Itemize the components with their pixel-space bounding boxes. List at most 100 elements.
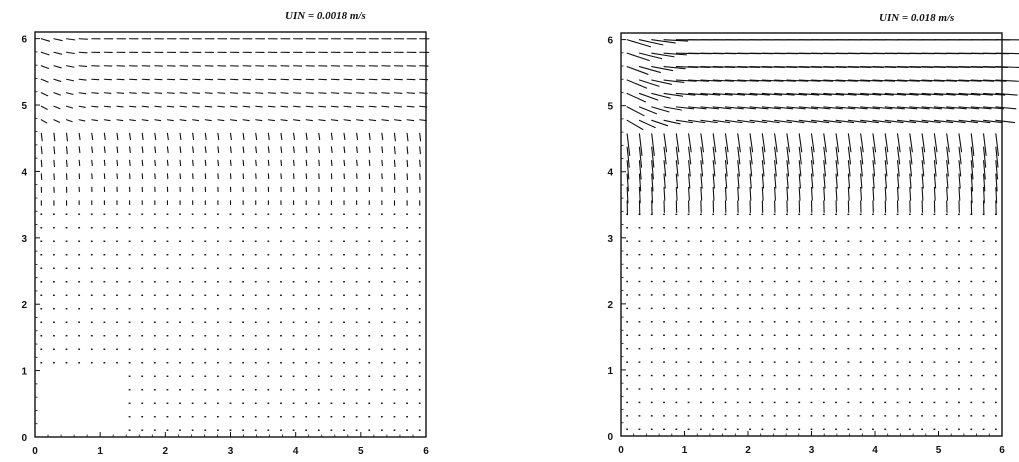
vector-dot — [191, 362, 194, 364]
vector-arrow — [638, 92, 659, 101]
vector-dot — [191, 348, 194, 350]
vector-dot — [242, 321, 245, 323]
vector-arrow — [638, 186, 641, 204]
vector-arrow — [293, 159, 295, 167]
vector-dot — [229, 389, 232, 391]
vector-dot — [191, 213, 194, 215]
vector-dot — [380, 362, 383, 364]
vector-dot — [204, 213, 207, 215]
vector-dot — [638, 374, 641, 377]
vector-dot — [786, 294, 788, 296]
vector-dot — [699, 428, 702, 430]
vector-dot — [798, 321, 801, 323]
vector-dot — [343, 321, 345, 323]
vector-arrow — [700, 79, 722, 82]
vector-dot — [945, 347, 948, 350]
vector-arrow — [651, 92, 671, 99]
vector-dot — [859, 253, 862, 256]
vector-dot — [773, 415, 776, 417]
vector-dot — [179, 335, 181, 337]
vector-dot — [822, 321, 825, 323]
vector-arrow — [626, 160, 630, 180]
vector-arrow — [749, 119, 768, 124]
vector-dot — [872, 334, 874, 336]
vector-arrow — [896, 146, 901, 165]
vector-dot — [254, 389, 257, 391]
vector-dot — [368, 267, 371, 269]
vector-arrow — [970, 173, 974, 192]
vector-dot — [921, 213, 924, 216]
vector-arrow — [896, 160, 900, 177]
vector-dot — [712, 213, 715, 216]
vector-dot — [330, 375, 333, 377]
vector-dot — [958, 347, 960, 350]
vector-arrow — [229, 92, 238, 94]
vector-arrow — [860, 160, 863, 177]
vector-dot — [638, 401, 641, 404]
vector-arrow — [638, 119, 656, 129]
vector-dot — [393, 294, 396, 296]
vector-arrow — [983, 160, 986, 180]
vector-arrow — [712, 119, 731, 124]
vector-dot — [638, 334, 641, 336]
vector-dot — [406, 240, 408, 242]
vector-arrow — [368, 132, 371, 141]
vector-dot — [982, 361, 985, 363]
vector-dot — [179, 213, 181, 215]
vector-arrow — [749, 79, 772, 82]
vector-dot — [933, 227, 936, 229]
vector-dot — [204, 294, 207, 296]
vector-arrow — [737, 79, 759, 82]
vector-dot — [626, 415, 629, 417]
vector-arrow — [242, 159, 245, 167]
vector-dot — [78, 267, 81, 269]
vector-arrow — [229, 119, 238, 122]
vector-arrow — [103, 105, 112, 108]
vector-dot — [254, 213, 257, 215]
vector-dot — [229, 362, 232, 364]
vector-dot — [958, 374, 960, 377]
vector-dot — [663, 428, 665, 430]
vector-dot — [418, 429, 421, 431]
vector-dot — [128, 402, 131, 404]
vector-dot — [908, 253, 911, 256]
vector-arrow — [798, 173, 801, 189]
vector-arrow — [305, 119, 313, 122]
vector-dot — [343, 348, 345, 350]
vector-arrow — [958, 173, 961, 189]
vector-dot — [933, 374, 936, 377]
vector-dot — [921, 374, 924, 377]
vector-arrow — [835, 173, 838, 189]
vector-dot — [884, 253, 887, 256]
vector-arrow — [638, 106, 658, 115]
vector-dot — [103, 321, 106, 323]
vector-dot — [65, 254, 68, 256]
vector-dot — [65, 362, 68, 364]
vector-arrow — [712, 173, 715, 189]
vector-arrow — [91, 146, 94, 154]
vector-dot — [191, 402, 194, 404]
vector-arrow — [267, 92, 276, 94]
vector-dot — [822, 294, 825, 296]
vector-dot — [242, 348, 245, 350]
vector-arrow — [663, 173, 666, 189]
vector-arrow — [958, 79, 982, 82]
vector-arrow — [786, 92, 808, 96]
vector-dot — [254, 402, 257, 404]
vector-dot — [153, 362, 156, 364]
vector-dot — [280, 254, 282, 256]
x-tick-label: 4 — [293, 446, 299, 457]
vector-dot — [406, 348, 408, 350]
vector-dot — [982, 347, 985, 350]
vector-arrow — [884, 173, 888, 189]
vector-arrow — [688, 79, 710, 82]
vector-arrow — [280, 146, 283, 154]
vector-dot — [128, 213, 131, 215]
vector-dot — [982, 253, 985, 256]
vector-dot — [822, 401, 825, 404]
vector-dot — [204, 389, 207, 391]
vector-dot — [343, 335, 345, 337]
vector-arrow — [280, 119, 288, 122]
vector-dot — [933, 240, 936, 242]
vector-dot — [724, 307, 727, 310]
